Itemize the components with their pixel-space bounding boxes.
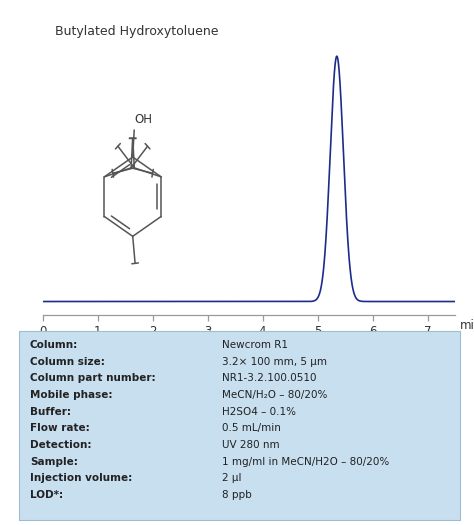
Text: Mobile phase:: Mobile phase:: [30, 390, 112, 400]
Text: H2SO4 – 0.1%: H2SO4 – 0.1%: [222, 407, 296, 417]
Text: OH: OH: [135, 113, 153, 127]
Text: Buffer:: Buffer:: [30, 407, 71, 417]
Text: Column part number:: Column part number:: [30, 373, 155, 383]
Text: Butylated Hydroxytoluene: Butylated Hydroxytoluene: [55, 25, 219, 38]
Text: Sample:: Sample:: [30, 457, 78, 467]
Text: 1 mg/ml in MeCN/H2O – 80/20%: 1 mg/ml in MeCN/H2O – 80/20%: [222, 457, 389, 467]
Text: min: min: [459, 319, 474, 332]
Text: NR1-3.2.100.0510: NR1-3.2.100.0510: [222, 373, 316, 383]
Text: 0.5 mL/min: 0.5 mL/min: [222, 423, 281, 433]
Text: Injection volume:: Injection volume:: [30, 473, 132, 483]
Text: Flow rate:: Flow rate:: [30, 423, 90, 433]
Text: 3.2× 100 mm, 5 μm: 3.2× 100 mm, 5 μm: [222, 357, 327, 367]
Text: Newcrom R1: Newcrom R1: [222, 340, 288, 350]
Text: 2 μl: 2 μl: [222, 473, 241, 483]
Text: Column size:: Column size:: [30, 357, 105, 367]
FancyBboxPatch shape: [19, 331, 460, 520]
Text: Detection:: Detection:: [30, 440, 91, 450]
Text: Column:: Column:: [30, 340, 78, 350]
Text: 8 ppb: 8 ppb: [222, 490, 252, 500]
Text: MeCN/H₂O – 80/20%: MeCN/H₂O – 80/20%: [222, 390, 327, 400]
Text: UV 280 nm: UV 280 nm: [222, 440, 279, 450]
Text: LOD*:: LOD*:: [30, 490, 63, 500]
